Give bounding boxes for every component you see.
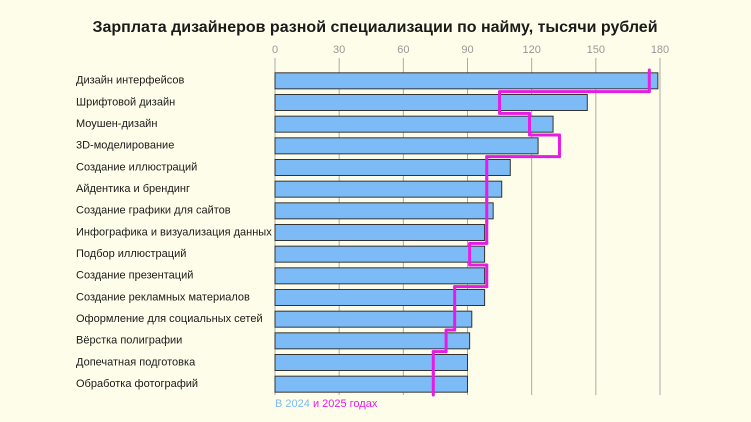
bar [274, 310, 473, 328]
category-label: Создание презентаций [76, 270, 193, 282]
x-tick-label: 90 [461, 44, 473, 56]
category-label: Дизайн интерфейсов [76, 75, 184, 87]
legend-entry: и 2025 годах [313, 398, 378, 410]
bar [274, 202, 494, 220]
x-tick-label: 60 [397, 44, 409, 56]
category-label: Создание графики для сайтов [76, 205, 231, 217]
bar [274, 332, 471, 350]
category-label: Моушен-дизайн [76, 118, 157, 130]
category-label: Обработка фотографий [76, 378, 198, 390]
category-label: Оформление для социальных сетей [76, 313, 263, 325]
chart-title: Зарплата дизайнеров разной специализации… [92, 19, 657, 36]
bar [274, 94, 588, 111]
bar [274, 159, 511, 176]
bar [274, 224, 486, 241]
bar [274, 267, 486, 285]
bar [274, 115, 554, 133]
x-tick-label: 180 [651, 44, 669, 56]
x-tick-label: 0 [272, 44, 278, 56]
bar [274, 72, 659, 90]
category-label: Шрифтовой дизайн [76, 96, 175, 108]
legend-entry: В 2024 [275, 398, 310, 410]
category-label: Вёрстка полиграфии [76, 335, 182, 347]
category-label: Создание иллюстраций [76, 161, 197, 173]
x-tick-label: 120 [522, 44, 540, 56]
legend: В 2024 и 2025 годах [275, 398, 378, 410]
bar [274, 245, 486, 263]
x-tick-label: 150 [587, 44, 605, 56]
category-label: Айдентика и брендинг [76, 183, 190, 195]
bar [274, 289, 486, 306]
category-label: Подбор иллюстраций [76, 248, 186, 260]
x-tick-label: 30 [333, 44, 345, 56]
category-label: 3D-моделирование [76, 140, 174, 152]
category-label: Допечатная подготовка [76, 356, 196, 368]
bar [274, 375, 468, 393]
category-label: Создание рекламных материалов [76, 291, 250, 303]
category-label: Инфографика и визуализация данных [76, 226, 272, 238]
bar [274, 137, 539, 155]
bar [274, 180, 503, 198]
bar [274, 354, 468, 371]
